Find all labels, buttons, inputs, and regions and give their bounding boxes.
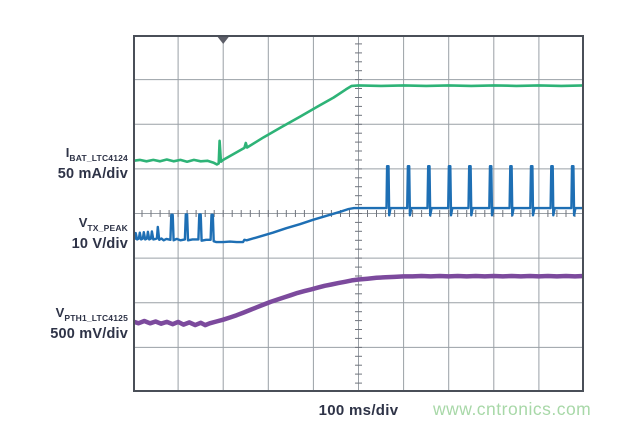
signal-subscript: PTH1_LTC4125 — [64, 313, 128, 324]
timebase-label: 100 ms/div — [318, 402, 399, 419]
graticule-minor-ticks — [133, 35, 584, 392]
signal-subscript: TX_PEAK — [87, 223, 128, 234]
trace-v_tx_peak — [133, 164, 584, 244]
graticule-border — [133, 35, 584, 392]
channel-label-ibat: IBAT_LTC4124 50 mA/div — [58, 145, 128, 182]
channel-scale: 10 V/div — [71, 236, 128, 253]
channel-label-vtxpeak: VTX_PEAK 10 V/div — [72, 215, 128, 252]
signal-symbol: I — [65, 145, 70, 160]
signal-symbol: V — [78, 215, 88, 230]
oscilloscope-graticule — [133, 35, 584, 392]
trace-i_bat_ltc4124 — [133, 84, 584, 166]
trace-v_pth1_ltc4125 — [133, 273, 584, 328]
channel-name: VTX_PEAK — [72, 215, 128, 236]
watermark-text: www.cntronics.com — [433, 399, 592, 419]
channel-name: IBAT_LTC4124 — [58, 145, 128, 166]
channel-name: VPTH1_LTC4125 — [50, 305, 128, 326]
channel-label-vpth1: VPTH1_LTC4125 500 mV/div — [50, 305, 128, 342]
scope-plot-area — [133, 35, 584, 392]
signal-symbol: V — [55, 305, 65, 320]
trigger-marker-icon — [217, 37, 229, 44]
channel-scale: 50 mA/div — [57, 166, 128, 183]
channel-scale: 500 mV/div — [50, 326, 128, 343]
signal-subscript: BAT_LTC4124 — [69, 153, 128, 164]
